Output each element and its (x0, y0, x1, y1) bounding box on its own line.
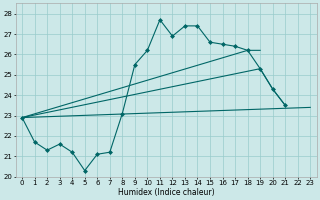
X-axis label: Humidex (Indice chaleur): Humidex (Indice chaleur) (118, 188, 214, 197)
